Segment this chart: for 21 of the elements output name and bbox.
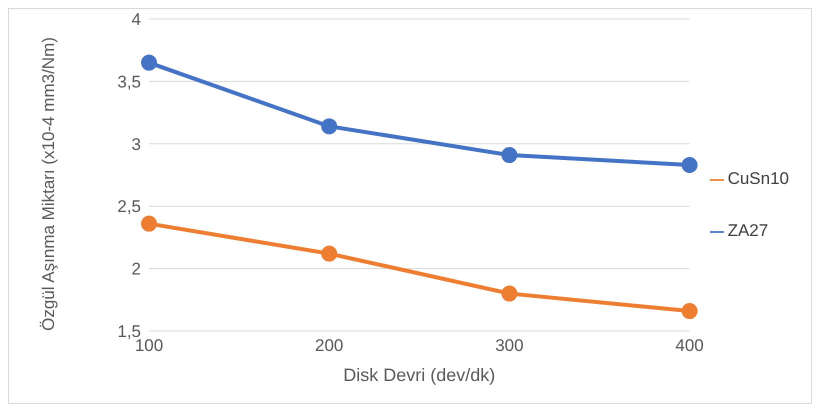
point xyxy=(141,54,157,71)
x-tick-label: 300 xyxy=(495,336,524,356)
x-tick-label: 100 xyxy=(134,336,164,356)
y-tick-label: 4 xyxy=(132,10,141,30)
y-tick-label: 3 xyxy=(132,134,141,154)
point xyxy=(501,147,518,164)
x-tick-label: 400 xyxy=(675,336,704,356)
y-axis-title: Özgül Aşınma Miktarı (x10-4 mm3/Nm) xyxy=(38,36,59,333)
y-tick-label: 2 xyxy=(132,260,141,279)
point xyxy=(141,216,157,232)
point xyxy=(321,118,338,134)
legend-label: ZA27 xyxy=(728,221,768,240)
y-tick-label: 2,5 xyxy=(117,197,141,216)
y-tick-label: 3,5 xyxy=(117,72,141,92)
point xyxy=(682,303,698,320)
legend-label: CuSn10 xyxy=(728,169,789,188)
point xyxy=(682,157,698,174)
x-tick-label: 200 xyxy=(315,336,344,356)
x-axis-title: Disk Devri (dev/dk) xyxy=(343,365,496,385)
point xyxy=(501,286,518,302)
point xyxy=(321,246,338,262)
